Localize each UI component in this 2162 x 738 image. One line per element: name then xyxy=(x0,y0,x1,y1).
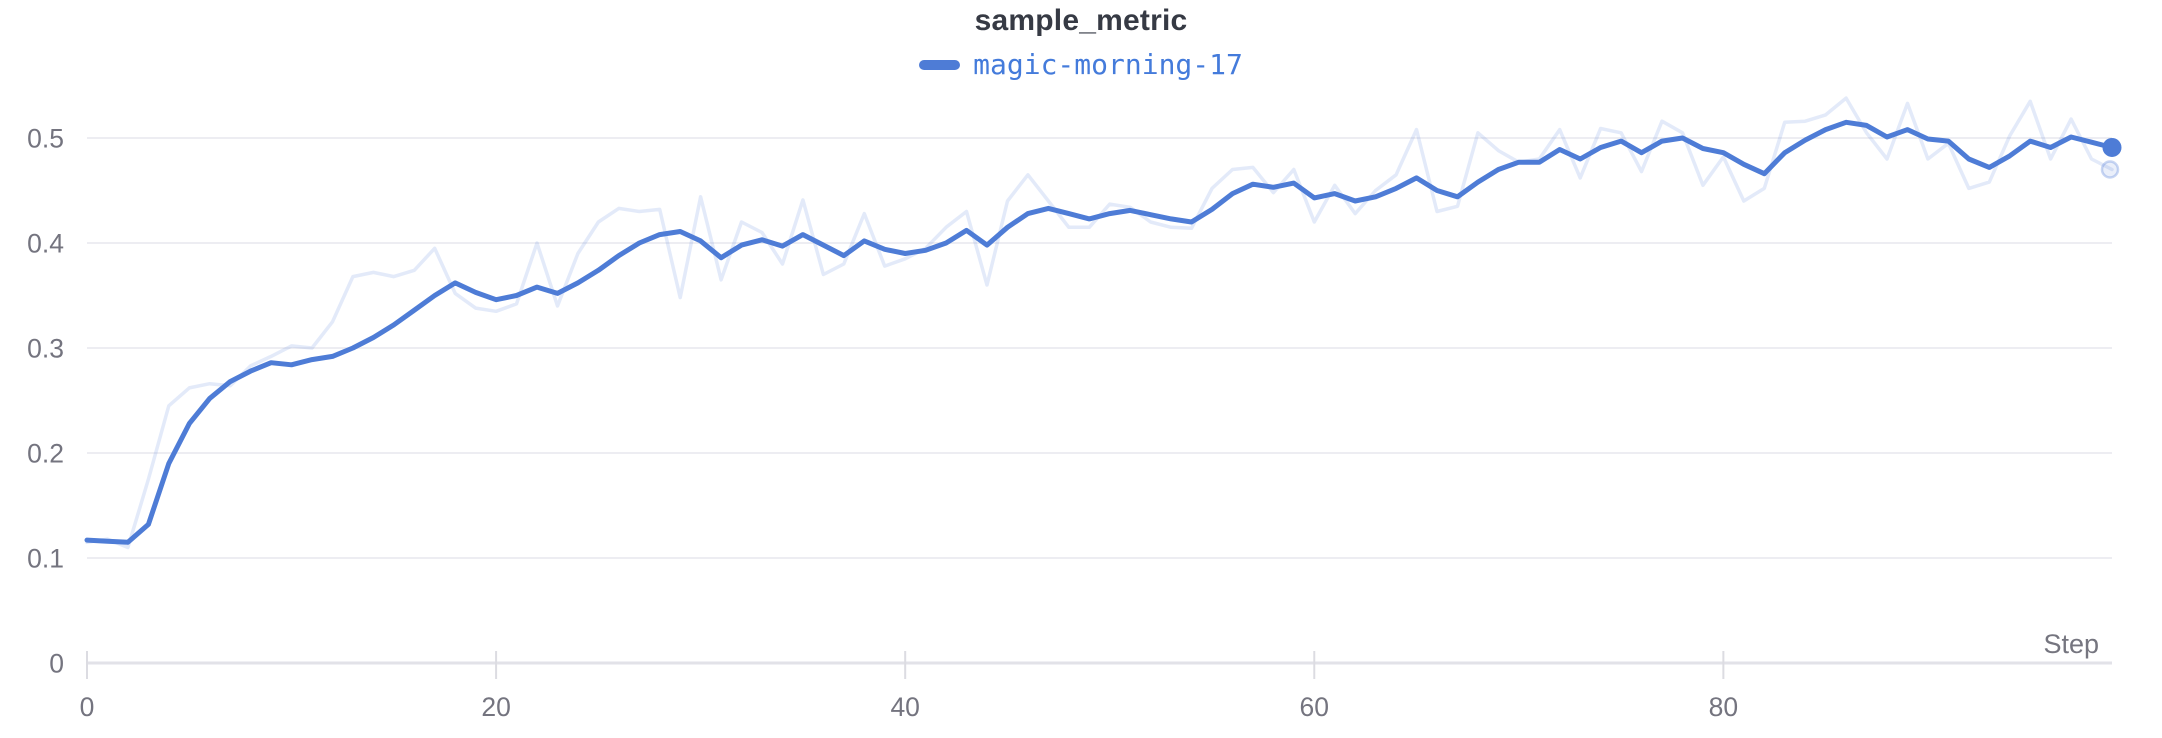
y-tick-label: 0.3 xyxy=(27,334,64,364)
end-point-dot-original xyxy=(2100,160,2120,179)
run-line-smoothed[interactable] xyxy=(84,119,2115,545)
x-tick-label: 20 xyxy=(481,692,510,722)
chart-legend: magic-morning-17 xyxy=(0,50,2162,80)
x-tick-label: 0 xyxy=(80,692,95,722)
y-tick-label: 0.4 xyxy=(27,229,64,259)
legend-run-name: magic-morning-17 xyxy=(973,48,1243,81)
x-tick-label: 80 xyxy=(1709,692,1738,722)
run-line-original[interactable] xyxy=(85,96,2114,550)
x-tick-label: 60 xyxy=(1300,692,1329,722)
end-point-dot-smoothed[interactable] xyxy=(2102,137,2122,157)
y-tick-label: 0.1 xyxy=(27,544,64,574)
y-tick-label: 0 xyxy=(49,649,64,679)
chart-title: sample_metric xyxy=(974,4,1188,37)
x-axis-title: Step xyxy=(2043,629,2099,659)
x-tick-label: 40 xyxy=(890,692,919,722)
legend-item-run[interactable]: magic-morning-17 xyxy=(919,50,1243,80)
y-tick-label: 0.5 xyxy=(27,124,64,154)
y-tick-label: 0.2 xyxy=(27,439,64,469)
run-line-swatch-icon xyxy=(919,60,961,70)
